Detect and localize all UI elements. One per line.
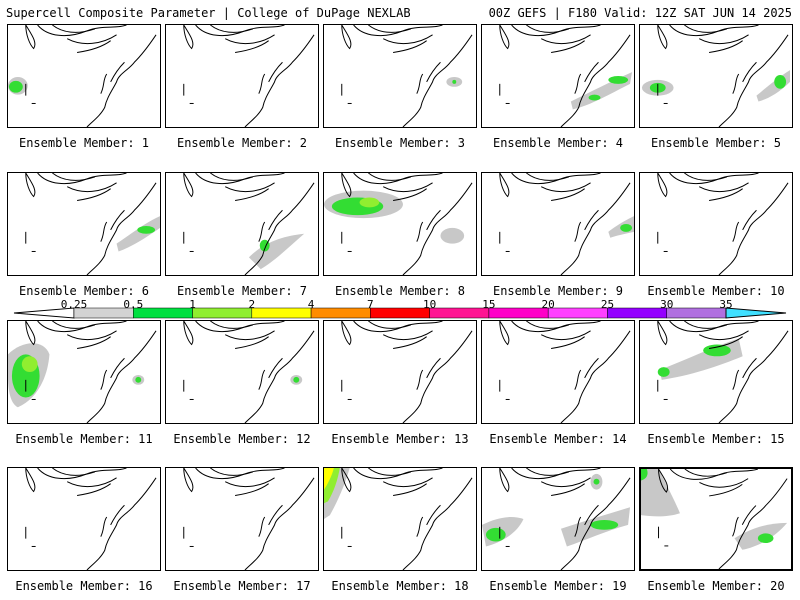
member-label: Ensemble Member: 12: [173, 432, 311, 446]
member-map-svg: [641, 25, 791, 127]
colorbar-tick-label: 4: [307, 298, 315, 311]
member-map-svg: [657, 173, 789, 275]
member-label: Ensemble Member: 14: [489, 432, 627, 446]
member-label: Ensemble Member: 7: [176, 284, 308, 298]
colorbar-tick-label: 7: [367, 298, 374, 311]
member-map-svg: [25, 173, 160, 275]
member-map-10[interactable]: [639, 172, 793, 276]
colorbar-segment: [192, 307, 253, 319]
member-map-8[interactable]: [323, 172, 477, 276]
member-map-svg: [641, 469, 788, 569]
member-label: Ensemble Member: 20: [647, 579, 785, 593]
colorbar-segment: [251, 307, 312, 319]
member-map-9[interactable]: [481, 172, 635, 276]
member-map-19[interactable]: [481, 467, 635, 571]
colorbar-tick-label: 35: [719, 298, 733, 311]
member-label: Ensemble Member: 9: [492, 284, 624, 298]
member-map-svg: [482, 468, 631, 570]
colorbar-tick-label: 2: [248, 298, 256, 311]
member-map-16[interactable]: [7, 467, 161, 571]
colorbar-tick-label: 10: [423, 298, 437, 311]
member-label: Ensemble Member: 8: [334, 284, 466, 298]
member-label: Ensemble Member: 17: [173, 579, 311, 593]
member-map-17[interactable]: [165, 467, 319, 571]
member-label: Ensemble Member: 4: [492, 136, 624, 150]
member-map-svg: [341, 321, 473, 423]
member-label: Ensemble Member: 11: [15, 432, 153, 446]
colorbar-right-arrow: [725, 307, 787, 319]
colorbar-tick-label: 30: [660, 298, 674, 311]
member-map-svg: [657, 321, 789, 423]
member-map-svg: [499, 321, 631, 423]
member-label: Ensemble Member: 1: [18, 136, 150, 150]
member-label: Ensemble Member: 3: [334, 136, 466, 150]
colorbar-segment: [370, 307, 430, 319]
member-map-13[interactable]: [323, 320, 477, 424]
member-map-11[interactable]: [7, 320, 161, 424]
figure-title: Supercell Composite Parameter | College …: [6, 6, 411, 20]
member-map-1[interactable]: [7, 24, 161, 128]
member-map-5[interactable]: [639, 24, 793, 128]
colorbar-tick-label: 25: [600, 298, 615, 311]
member-map-svg: [324, 173, 473, 275]
colorbar-tick-label: 1: [189, 298, 196, 311]
colorbar-tick-label: 15: [482, 298, 496, 311]
run-valid-time: 00Z GEFS | F180 Valid: 12Z SAT JUN 14 20…: [488, 6, 792, 20]
member-map-svg: [8, 321, 157, 423]
member-map-4[interactable]: [481, 24, 635, 128]
member-map-svg: [8, 25, 157, 127]
colorbar-segment: [547, 307, 608, 319]
member-label: Ensemble Member: 2: [176, 136, 308, 150]
member-map-12[interactable]: [165, 320, 319, 424]
colorbar-tick-label: 20: [541, 298, 555, 311]
member-label: Ensemble Member: 16: [15, 579, 153, 593]
member-map-svg: [183, 468, 315, 570]
member-map-svg: [324, 468, 473, 570]
member-map-svg: [183, 321, 315, 423]
member-map-svg: [499, 173, 634, 275]
member-label: Ensemble Member: 13: [331, 432, 469, 446]
colorbar-segment: [488, 307, 549, 319]
member-label: Ensemble Member: 18: [331, 579, 469, 593]
member-label: Ensemble Member: 19: [489, 579, 627, 593]
member-map-14[interactable]: [481, 320, 635, 424]
member-map-svg: [183, 173, 315, 275]
member-map-6[interactable]: [7, 172, 161, 276]
member-map-20[interactable]: [639, 467, 793, 571]
member-map-7[interactable]: [165, 172, 319, 276]
member-label: Ensemble Member: 6: [18, 284, 150, 298]
member-map-3[interactable]: [323, 24, 477, 128]
member-map-18[interactable]: [323, 467, 477, 571]
member-map-svg: [25, 468, 157, 570]
member-label: Ensemble Member: 10: [647, 284, 785, 298]
color-scale-bar: [13, 307, 787, 319]
member-map-15[interactable]: [639, 320, 793, 424]
member-map-svg: [341, 25, 473, 127]
member-map-svg: [183, 25, 315, 127]
member-map-2[interactable]: [165, 24, 319, 128]
colorbar-segment: [310, 307, 371, 319]
member-map-svg: [499, 25, 633, 127]
member-label: Ensemble Member: 15: [647, 432, 785, 446]
colorbar-segment: [429, 307, 490, 319]
member-label: Ensemble Member: 5: [650, 136, 782, 150]
colorbar-segment: [607, 307, 667, 319]
colorbar-tick-label: 0.25: [60, 298, 88, 311]
colorbar-segment: [666, 307, 727, 319]
colorbar-tick-label: 0.5: [123, 298, 144, 311]
